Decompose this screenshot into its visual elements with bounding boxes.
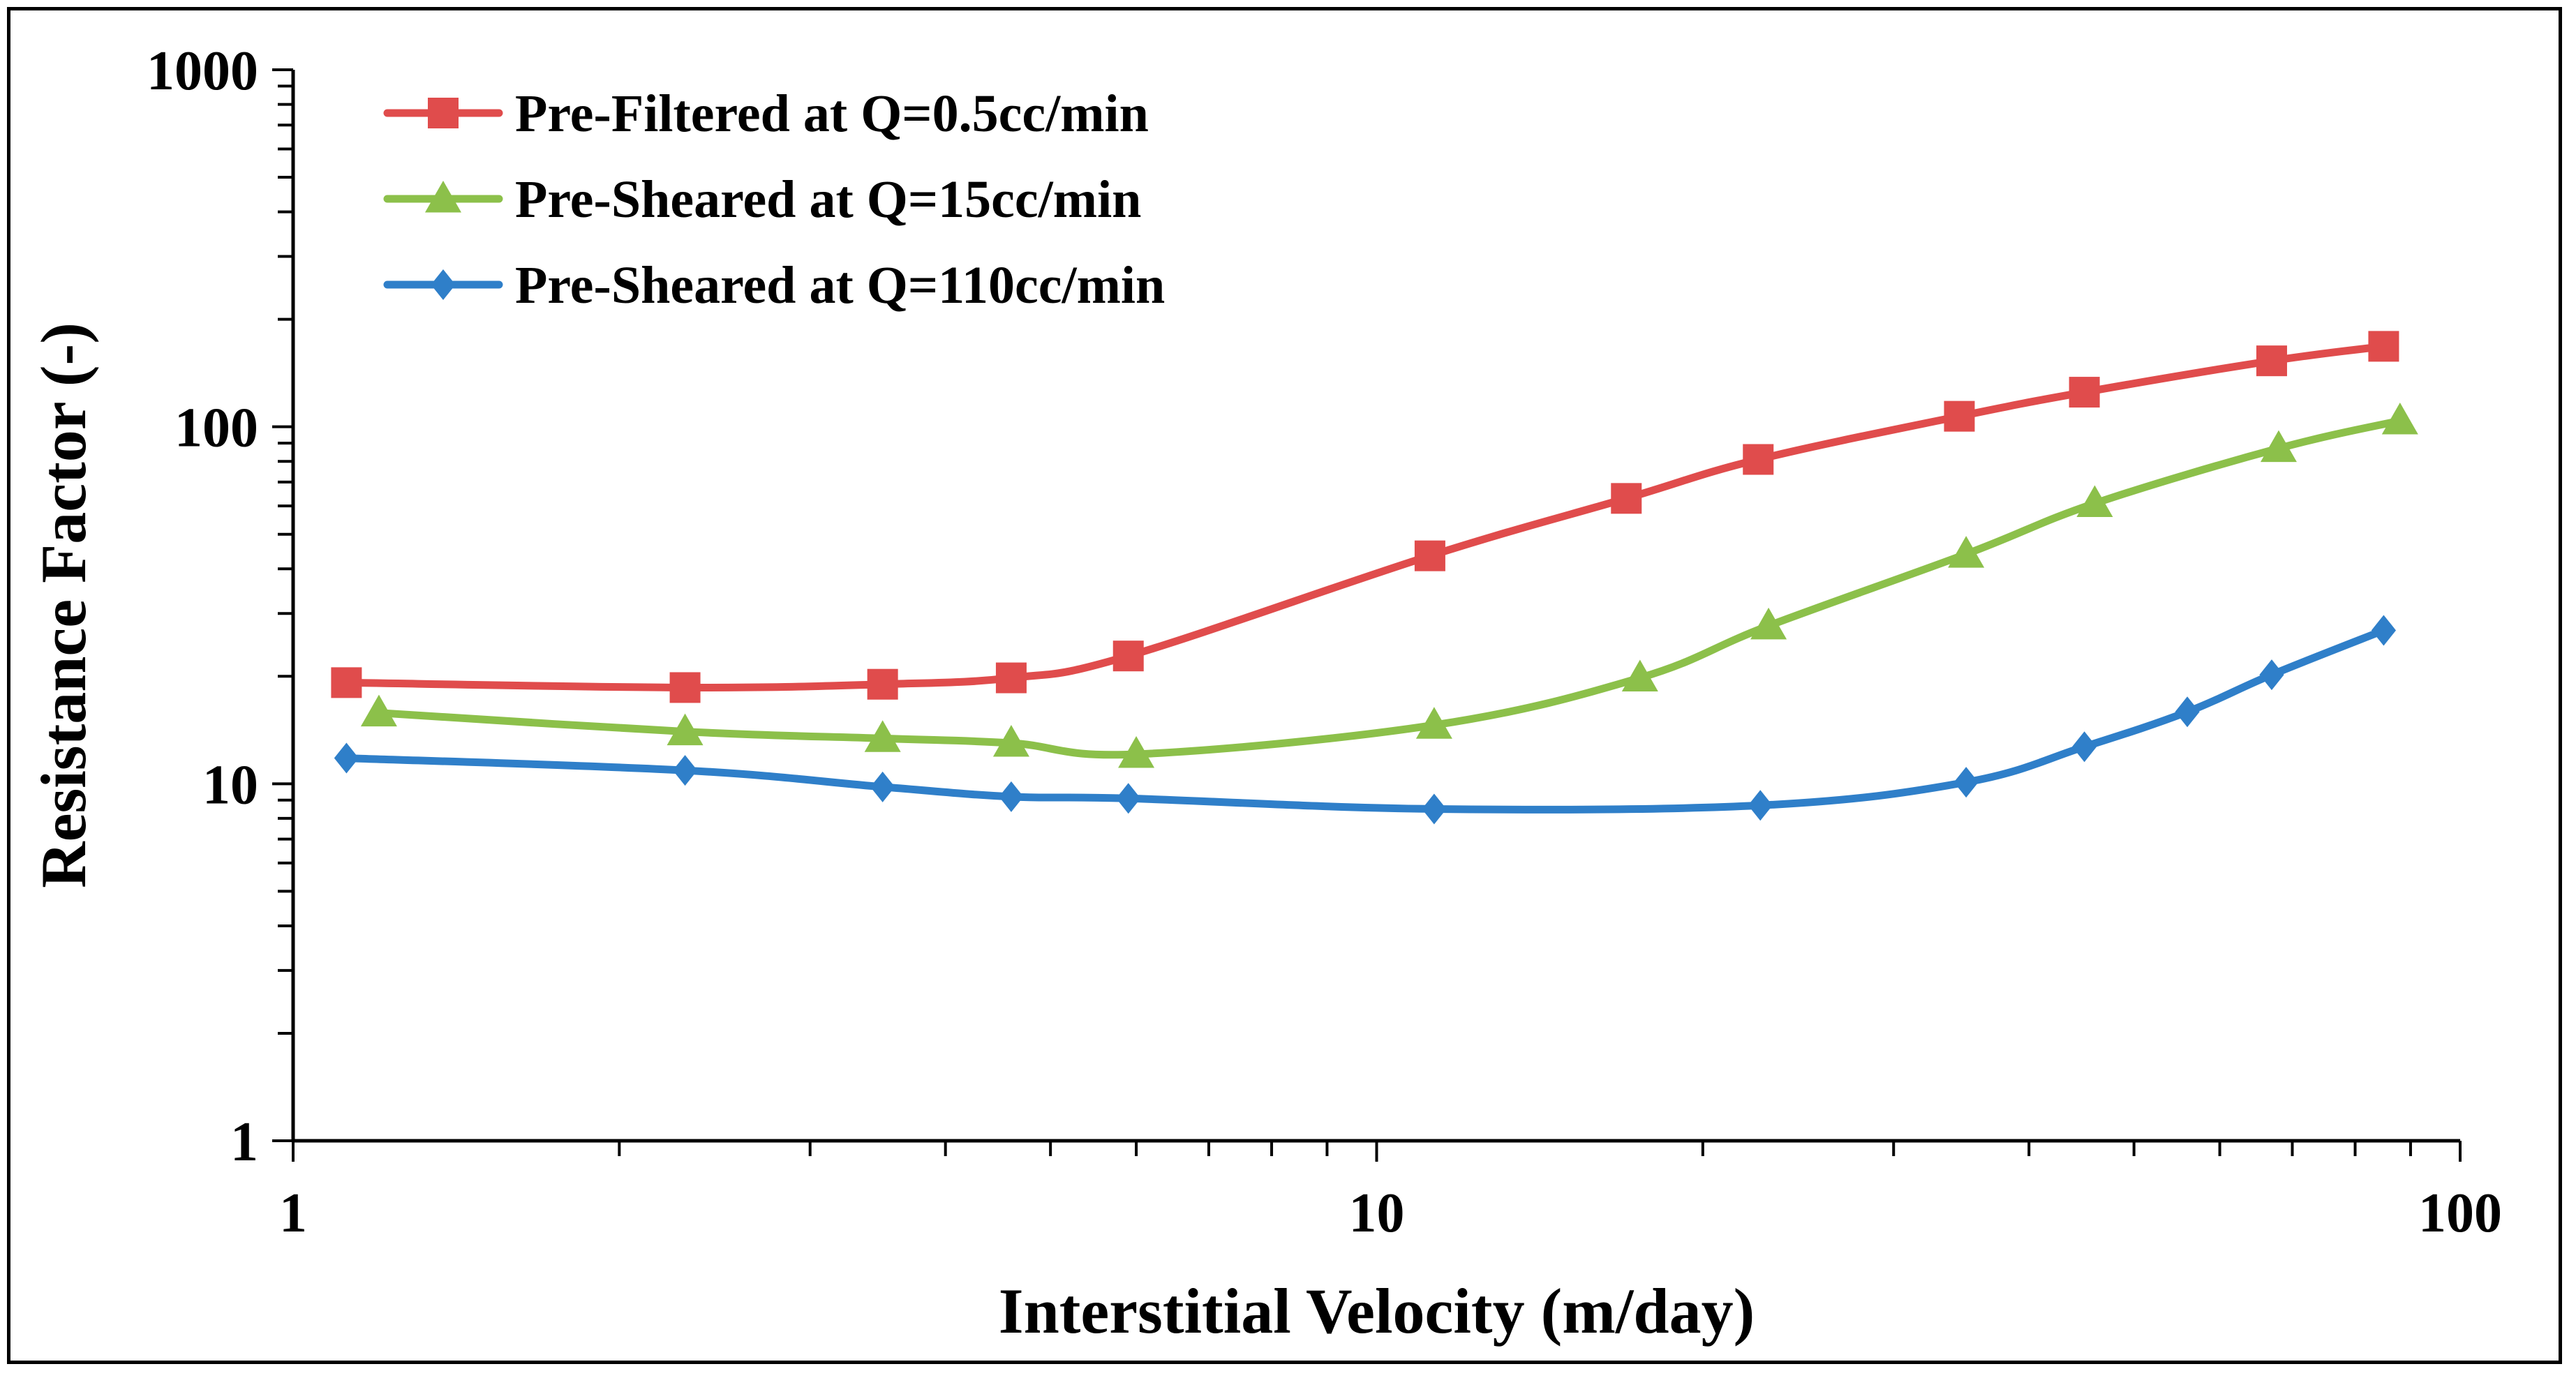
data-point bbox=[2381, 402, 2418, 435]
chart-frame bbox=[7, 7, 2562, 1364]
data-point bbox=[331, 667, 362, 698]
data-point bbox=[2371, 615, 2397, 646]
y-axis-title: Resistance Factor (-) bbox=[28, 322, 99, 888]
x-axis-title: Interstitial Velocity (m/day) bbox=[999, 1275, 1755, 1347]
data-point bbox=[992, 725, 1029, 757]
tick-labels-group: 1 10 100 1 10 100 1000 bbox=[147, 40, 2502, 1244]
data-point bbox=[1415, 707, 1452, 739]
y-tick-label: 1000 bbox=[147, 40, 258, 102]
data-point bbox=[667, 713, 703, 746]
series-line bbox=[375, 417, 2404, 759]
data-point bbox=[1748, 790, 1773, 821]
data-point bbox=[2260, 430, 2297, 463]
data-point bbox=[2259, 659, 2284, 691]
data-point bbox=[1750, 607, 1787, 640]
data-point bbox=[1112, 641, 1144, 672]
y-tick-label: 100 bbox=[174, 398, 258, 459]
legend-label: Pre-Filtered at Q=0.5cc/min bbox=[515, 84, 1149, 143]
data-point bbox=[669, 672, 701, 703]
data-point bbox=[1118, 735, 1155, 768]
x-tick-label: 1 bbox=[279, 1183, 307, 1244]
data-point bbox=[2256, 345, 2287, 377]
legend-marker bbox=[425, 181, 461, 213]
ticks-group bbox=[272, 68, 2462, 1162]
legend-label: Pre-Sheared at Q=110cc/min bbox=[515, 256, 1165, 315]
data-point bbox=[334, 742, 359, 774]
series-group bbox=[331, 331, 2418, 825]
y-tick-label: 10 bbox=[202, 754, 258, 816]
data-point bbox=[1422, 793, 1447, 825]
series-2 bbox=[360, 402, 2418, 768]
data-point bbox=[995, 662, 1027, 694]
series-line bbox=[342, 626, 2388, 814]
data-point bbox=[864, 720, 901, 752]
data-point bbox=[2368, 331, 2399, 362]
legend-marker bbox=[428, 98, 459, 128]
data-point bbox=[1948, 536, 1985, 568]
legend-marker bbox=[431, 269, 456, 300]
data-point bbox=[1621, 659, 1658, 692]
legend-entry: Pre-Filtered at Q=0.5cc/min bbox=[383, 84, 1149, 143]
data-point bbox=[2072, 731, 2097, 763]
legend-label: Pre-Sheared at Q=15cc/min bbox=[515, 170, 1141, 229]
data-point bbox=[1944, 400, 1975, 432]
data-point bbox=[999, 781, 1024, 812]
data-point bbox=[1743, 444, 1774, 475]
data-point bbox=[1414, 540, 1445, 571]
data-point bbox=[1116, 783, 1141, 814]
series-3 bbox=[334, 615, 2397, 825]
data-point bbox=[1611, 483, 1642, 514]
data-point bbox=[2069, 377, 2100, 408]
legend-entry: Pre-Sheared at Q=15cc/min bbox=[383, 170, 1141, 229]
x-tick-label: 100 bbox=[2418, 1183, 2502, 1244]
x-tick-label: 10 bbox=[1349, 1183, 1405, 1244]
data-point bbox=[867, 668, 898, 700]
data-point bbox=[360, 694, 397, 727]
y-tick-label: 1 bbox=[230, 1111, 258, 1173]
axes-group bbox=[291, 70, 2460, 1143]
data-point bbox=[2076, 485, 2113, 518]
data-point bbox=[870, 771, 895, 802]
data-point bbox=[1953, 767, 1979, 798]
data-point bbox=[672, 755, 698, 786]
legend: Pre-Filtered at Q=0.5cc/min Pre-Sheared a… bbox=[383, 84, 1165, 315]
data-point bbox=[2175, 696, 2200, 728]
legend-entry: Pre-Sheared at Q=110cc/min bbox=[383, 256, 1165, 315]
series-1 bbox=[331, 331, 2399, 703]
